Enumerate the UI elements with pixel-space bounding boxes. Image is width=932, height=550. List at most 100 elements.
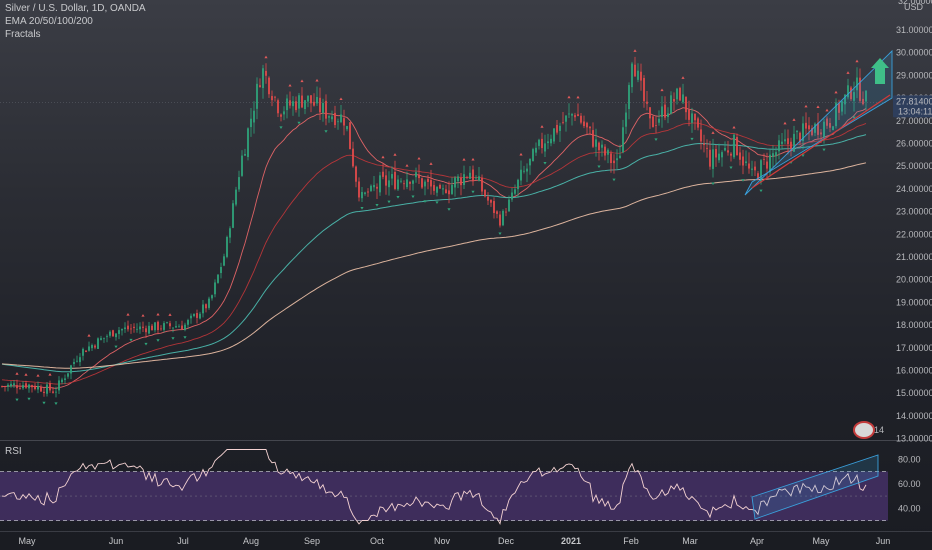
candle-body (820, 132, 822, 135)
ema-legend[interactable]: EMA 20/50/100/200 (5, 16, 93, 27)
candle-body (451, 184, 453, 194)
candle-body (568, 113, 570, 115)
candle-body (130, 328, 132, 330)
candle-body (100, 338, 102, 340)
candle-body (37, 386, 39, 390)
fractal-down-marker (543, 161, 547, 165)
price-axis-tick: 16.00000 (896, 366, 932, 376)
candle-body (754, 166, 756, 171)
candle-body (445, 189, 447, 194)
fractal-up-marker (264, 55, 268, 59)
fractal-up-marker (681, 76, 685, 79)
rsi-axis-tick: 60.00 (898, 479, 921, 489)
candle-body (619, 155, 621, 159)
candle-body (598, 142, 600, 151)
candle-body (739, 152, 741, 160)
candle-body (385, 175, 387, 186)
price-axis-tick: 27.00000 (896, 116, 932, 126)
candle-body (307, 95, 309, 102)
candle-body (328, 116, 330, 118)
candle-body (493, 201, 495, 213)
candle-body (304, 100, 306, 110)
candle-body (571, 114, 573, 116)
candle-body (115, 333, 117, 338)
candle-body (316, 96, 318, 104)
symbol-title[interactable]: Silver / U.S. Dollar, 1D, OANDA (5, 3, 146, 14)
candle-body (7, 384, 9, 387)
candle-body (547, 141, 549, 144)
fractal-down-marker (612, 178, 616, 182)
candle-body (496, 211, 498, 214)
candle-body (784, 139, 786, 142)
candle-body (631, 63, 633, 88)
price-axis-tick: 17.00000 (896, 343, 932, 353)
time-axis-tick: Jun (876, 536, 891, 546)
candle-body (538, 139, 540, 146)
candle-body (799, 132, 801, 143)
candle-body (808, 125, 810, 130)
fractal-down-marker (411, 195, 415, 199)
candle-body (811, 128, 813, 136)
time-axis-tick: Oct (370, 536, 385, 546)
candle-body (646, 101, 648, 104)
candle-body (379, 175, 381, 193)
candle-body (748, 163, 750, 169)
ema-200-line (1, 162, 867, 369)
rsi-label[interactable]: RSI (5, 446, 22, 457)
candle-body (418, 174, 420, 179)
candle-body (760, 160, 762, 183)
candle-body (205, 304, 207, 309)
tv-logo-icon (853, 421, 875, 439)
candle-body (166, 322, 168, 324)
candle-body (223, 256, 225, 266)
fractal-down-marker (801, 154, 805, 157)
candle-body (280, 114, 282, 117)
time-axis-tick: Jun (109, 536, 124, 546)
candle-body (466, 177, 468, 178)
fractal-down-marker (597, 165, 601, 169)
candle-body (838, 103, 840, 113)
candle-body (346, 126, 348, 130)
candle-body (478, 176, 480, 181)
candle-body (829, 123, 831, 128)
candles-group (1, 56, 867, 398)
time-axis-tick: Jul (177, 536, 189, 546)
fractal-up-marker (540, 125, 544, 128)
candle-body (364, 192, 366, 194)
candle-body (376, 186, 378, 189)
candle-body (532, 149, 534, 162)
fractal-up-marker (825, 108, 829, 112)
candle-body (1, 386, 3, 387)
candle-body (607, 149, 609, 155)
candle-body (214, 282, 216, 295)
candle-body (553, 128, 555, 142)
candle-body (181, 325, 183, 330)
fractal-down-marker (690, 137, 694, 141)
candle-body (196, 312, 198, 318)
candle-body (208, 298, 210, 308)
candle-body (253, 110, 255, 123)
candle-body (649, 107, 651, 119)
candle-body (394, 171, 396, 189)
rsi-line (1, 449, 867, 525)
fractal-down-marker (375, 204, 379, 207)
price-axis-tick: 15.00000 (896, 388, 932, 398)
fractals-legend[interactable]: Fractals (5, 29, 41, 40)
fractal-up-marker (732, 125, 736, 129)
candle-body (355, 166, 357, 182)
time-axis-tick: 2021 (561, 536, 581, 546)
candle-body (232, 203, 234, 228)
candle-body (583, 121, 585, 127)
candle-body (250, 118, 252, 128)
candle-body (481, 177, 483, 192)
candle-body (67, 373, 69, 377)
fractal-up-marker (576, 95, 580, 99)
fractal-up-marker (168, 313, 172, 316)
candle-body (106, 336, 108, 338)
fractal-down-marker (435, 201, 439, 204)
price-axis-tick: 14.00000 (896, 411, 932, 421)
fractal-down-marker (297, 121, 301, 125)
fractal-down-marker (741, 179, 745, 182)
